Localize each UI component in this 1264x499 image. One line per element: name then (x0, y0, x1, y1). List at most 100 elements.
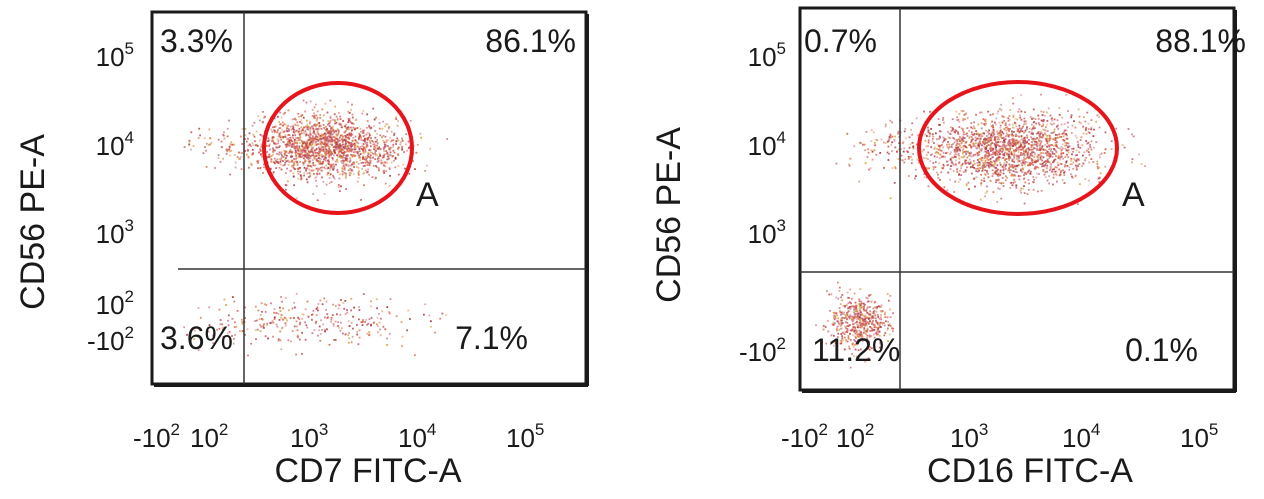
event-dot (339, 146, 342, 149)
event-dot (310, 150, 312, 153)
event-dot (283, 130, 286, 133)
event-dot (1046, 120, 1049, 122)
event-dot (1078, 115, 1081, 118)
event-dot (319, 333, 322, 335)
event-dot (1021, 154, 1024, 156)
event-dot (867, 341, 869, 344)
event-dot (353, 154, 356, 156)
event-dot (853, 145, 856, 148)
event-dot (1067, 145, 1070, 148)
event-dot (322, 148, 325, 151)
event-dot (1023, 158, 1026, 161)
event-dot (336, 146, 339, 149)
event-dot (386, 139, 389, 142)
event-dot (1065, 133, 1068, 135)
event-dot (350, 126, 352, 129)
event-dot (273, 316, 276, 319)
event-dot (305, 324, 308, 327)
event-dot (896, 150, 898, 153)
event-dot (991, 132, 994, 134)
event-dot (1022, 159, 1025, 162)
event-dot (350, 108, 352, 111)
event-dot (277, 340, 280, 342)
event-dot (1041, 165, 1043, 168)
event-dot (999, 140, 1002, 143)
event-dot (981, 169, 984, 172)
event-dot (995, 117, 998, 120)
event-dot (868, 316, 871, 319)
event-dot (833, 314, 836, 317)
event-dot (342, 164, 345, 167)
event-dot (994, 141, 997, 143)
event-dot (1019, 141, 1022, 144)
event-dot (370, 305, 372, 308)
event-dot (386, 161, 389, 164)
event-dot (1033, 137, 1035, 140)
event-dot (1003, 164, 1005, 166)
event-dot (306, 152, 309, 155)
event-dot (1016, 154, 1018, 157)
event-dot (840, 319, 843, 322)
event-dot (1035, 132, 1038, 135)
event-dot (360, 135, 363, 138)
event-dot (849, 333, 851, 335)
event-dot (268, 143, 271, 146)
event-dot (986, 171, 988, 174)
event-dot (293, 147, 296, 150)
event-dot (1088, 132, 1091, 134)
event-dot (978, 145, 980, 147)
event-dot (291, 127, 294, 130)
event-dot (304, 142, 307, 145)
event-dot (889, 133, 892, 136)
event-dot (292, 143, 295, 146)
event-dot (336, 313, 338, 316)
event-dot (970, 126, 972, 129)
event-dot (383, 172, 385, 174)
event-dot (887, 145, 890, 148)
event-dot (352, 126, 355, 129)
event-dot (359, 159, 362, 161)
event-dot (863, 306, 865, 308)
event-dot (209, 143, 211, 146)
event-dot (346, 155, 349, 158)
event-dot (285, 317, 288, 320)
event-dot (1039, 144, 1041, 147)
event-dot (1062, 135, 1065, 138)
event-dot (208, 128, 211, 131)
event-dot (375, 166, 378, 168)
event-dot (255, 319, 258, 322)
event-dot (245, 140, 248, 143)
event-dot (309, 100, 312, 103)
event-dot (870, 347, 873, 350)
event-dot (1042, 148, 1045, 151)
event-dot (1046, 111, 1048, 114)
event-dot (841, 322, 844, 324)
event-dot (339, 155, 341, 158)
event-dot (1016, 149, 1019, 151)
event-dot (1055, 143, 1058, 146)
event-dot (275, 312, 278, 314)
event-dot (347, 121, 350, 124)
event-dot (1034, 160, 1037, 163)
event-dot (355, 145, 358, 148)
event-dot (357, 343, 360, 346)
event-dot (261, 135, 264, 138)
event-dot (228, 148, 231, 151)
event-dot (1020, 168, 1022, 171)
event-dot (982, 140, 985, 143)
event-dot (334, 149, 336, 152)
event-dot (989, 158, 992, 160)
event-dot (314, 164, 317, 167)
event-dot (1028, 142, 1030, 145)
event-dot (232, 342, 235, 345)
event-dot (1004, 158, 1007, 161)
event-dot (859, 314, 862, 316)
event-dot (842, 305, 845, 307)
event-dot (999, 174, 1002, 176)
event-dot (947, 147, 950, 150)
event-dot (358, 132, 361, 135)
event-dot (958, 113, 961, 115)
event-dot (849, 313, 852, 316)
event-dot (1056, 140, 1058, 143)
quadrant-lower-right-percent: 0.1% (1125, 332, 1198, 368)
